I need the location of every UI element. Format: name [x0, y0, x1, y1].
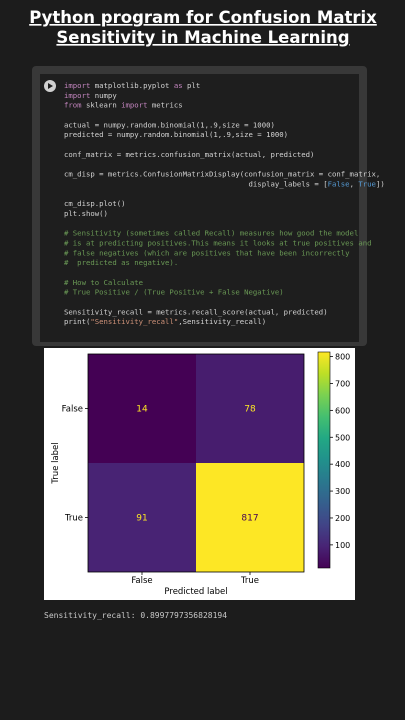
- title-line: Sensitivity in Machine Learning: [56, 28, 349, 47]
- matrix-cell: [196, 463, 304, 572]
- column-label: True: [240, 576, 259, 586]
- code-line: # predicted as negative).: [64, 258, 178, 267]
- code-line: # false negatives (which are positives t…: [64, 248, 350, 257]
- axes-frame: [87, 353, 305, 573]
- matrix-cell: [88, 463, 196, 572]
- code-line: Sensitivity_recall = metrics.recall_scor…: [64, 307, 328, 316]
- y-axis-label: True label: [51, 442, 61, 484]
- code-line: predicted = numpy.random.binomial(1,.9,s…: [64, 130, 288, 139]
- code-line: display_labels = [False, True]): [64, 179, 385, 188]
- colorbar-tick-label: 500: [335, 433, 350, 442]
- row-label: True: [64, 514, 83, 524]
- run-icon: [48, 83, 53, 89]
- matrix-cell: [88, 354, 196, 463]
- column-label: False: [131, 576, 152, 586]
- cell-label: 91: [136, 514, 147, 524]
- code-line: plt.show(): [64, 209, 108, 218]
- code-line: import matplotlib.pyplot as plt: [64, 81, 200, 90]
- code-line: # is at predicting positives.This means …: [64, 238, 372, 247]
- code-line: from sklearn import metrics: [64, 101, 183, 110]
- code-line: # Sensitivity (sometimes called Recall) …: [64, 229, 358, 238]
- cell-label: 14: [136, 405, 148, 415]
- title-line: Python program for Confusion Matrix: [29, 8, 377, 27]
- cell-label: 78: [244, 405, 256, 415]
- output-text: Sensitivity_recall: 0.8997797356828194: [44, 611, 227, 620]
- code-line: # True Positive / (True Positive + False…: [64, 288, 284, 297]
- colorbar-tick-label: 800: [335, 353, 350, 362]
- row-label: False: [62, 405, 83, 415]
- cell-label: 817: [241, 514, 258, 524]
- colorbar-tick-label: 200: [335, 514, 350, 523]
- code-area: [40, 74, 359, 342]
- code-line: import numpy: [64, 91, 117, 100]
- code-line: conf_matrix = metrics.confusion_matrix(a…: [64, 150, 314, 159]
- colorbar-tick-label: 700: [335, 379, 350, 388]
- colorbar-tick-label: 300: [335, 487, 350, 496]
- code-line: # How to Calculate: [64, 278, 143, 287]
- code-line: print("Sensitivity_recall",Sensitivity_r…: [64, 317, 266, 326]
- code-line: cm_disp.plot(): [64, 199, 126, 208]
- colorbar-tick-label: 100: [335, 541, 350, 550]
- colorbar-tick-label: 400: [335, 460, 350, 469]
- matrix-cell: [196, 354, 304, 463]
- code-line: actual = numpy.random.binomial(1,.9,size…: [64, 120, 275, 129]
- colorbar-tick-label: 600: [335, 406, 350, 415]
- x-axis-label: Predicted label: [164, 587, 227, 597]
- code-line: cm_disp = metrics.ConfusionMatrixDisplay…: [64, 170, 380, 179]
- colorbar: [317, 351, 331, 569]
